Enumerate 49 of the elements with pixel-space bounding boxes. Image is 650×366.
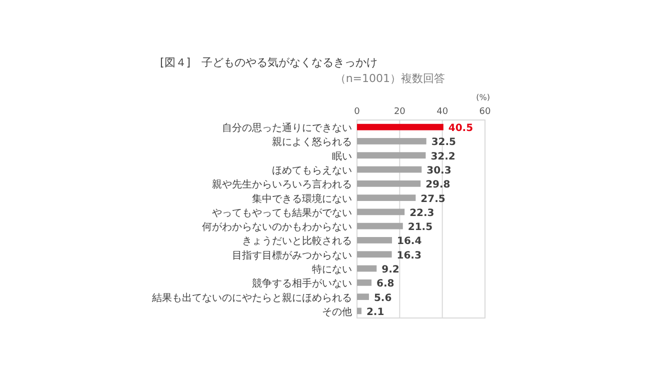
data-label: 16.4 xyxy=(396,236,422,248)
x-tick-label: 40 xyxy=(436,107,448,117)
bar xyxy=(357,152,426,159)
y-tick-label: 目指す目標がみつからない xyxy=(232,249,352,262)
bar xyxy=(357,208,405,216)
y-tick-label: 結果も出てないのにやたらと親にほめられる xyxy=(151,292,352,304)
y-tick-label: 眠い xyxy=(332,151,352,162)
y-tick-label: 特にない xyxy=(312,264,352,276)
y-tick-label: ほめてもらえない xyxy=(272,166,352,176)
bar xyxy=(357,124,444,130)
data-label: 9.2 xyxy=(382,264,400,276)
data-label: 6.8 xyxy=(376,278,394,290)
bar xyxy=(357,308,362,314)
text: [図４] 子どものやる気がなくなるきっかけ xyxy=(160,56,378,69)
data-label: 5.6 xyxy=(374,292,392,304)
bar xyxy=(357,265,377,272)
bar xyxy=(357,222,403,230)
data-label: 40.5 xyxy=(448,123,474,134)
y-tick-label: 競争する相手がいない xyxy=(252,278,352,290)
data-label: 29.8 xyxy=(426,180,450,191)
y-tick-label: その他 xyxy=(322,306,352,318)
data-label: 27.5 xyxy=(420,194,446,205)
y-tick-label: 何がわからないのかもわからない xyxy=(202,222,352,234)
y-tick-label: きょうだいと比較される xyxy=(242,235,352,248)
x-tick-label: 20 xyxy=(394,107,406,117)
data-label: 22.3 xyxy=(410,208,434,219)
y-tick-label: 自分の思った通りにできない xyxy=(222,122,352,134)
bar xyxy=(357,294,369,300)
data-label: 32.5 xyxy=(431,137,456,148)
data-label: 21.5 xyxy=(408,222,433,234)
y-tick-label: やってもやっても結果がでない xyxy=(212,208,352,219)
y-tick-label: 親や先生からいろいろ言われる xyxy=(212,178,352,191)
data-label: 30.3 xyxy=(426,166,452,176)
bar xyxy=(357,279,372,286)
data-label: 32.2 xyxy=(430,151,456,162)
data-label: 2.1 xyxy=(366,306,384,318)
bar xyxy=(357,180,421,187)
bar xyxy=(357,251,392,258)
bar xyxy=(357,166,422,173)
y-tick-label: 集中できる環境にない xyxy=(252,192,352,205)
data-label: 16.3 xyxy=(396,250,422,262)
x-axis-title: (%) xyxy=(476,93,490,102)
chart-subtitle: （n=1001）複数回答 xyxy=(334,72,445,85)
bar xyxy=(357,237,392,244)
y-tick-label: 親によく怒られる xyxy=(272,136,352,148)
bar xyxy=(357,138,426,144)
bar xyxy=(357,194,416,201)
x-tick-label: 0 xyxy=(354,107,360,117)
x-tick-label: 60 xyxy=(479,107,491,117)
